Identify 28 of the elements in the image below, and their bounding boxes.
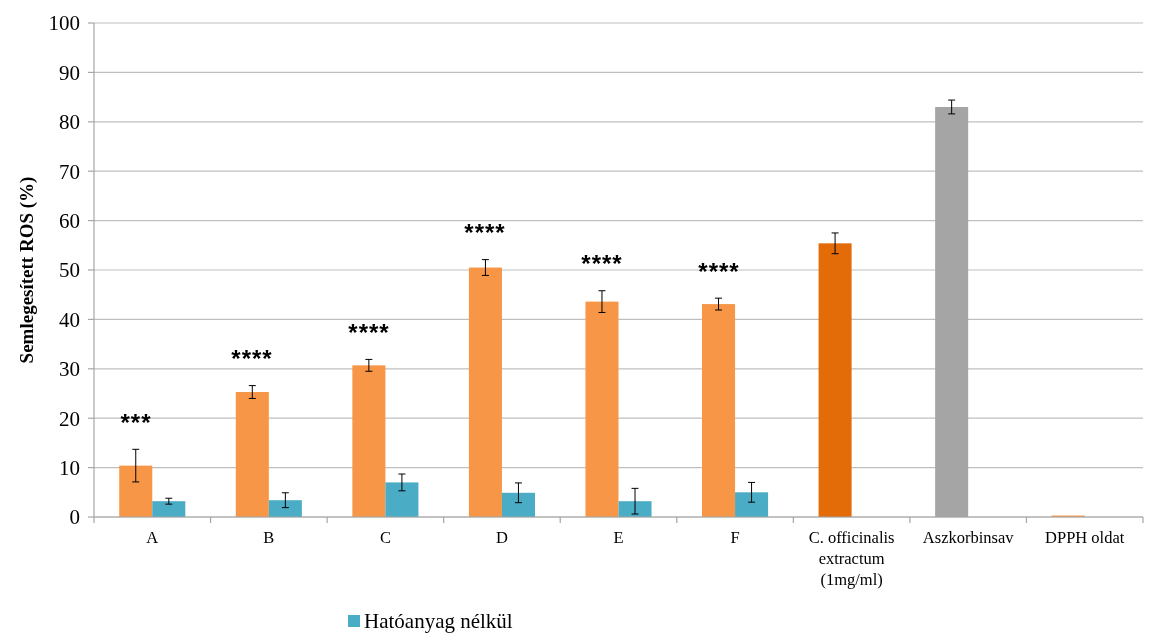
x-tick-label: A xyxy=(146,528,159,547)
x-tick-label: DPPH oldat xyxy=(1045,528,1125,547)
y-tick-label: 60 xyxy=(59,208,80,233)
y-tick-label: 10 xyxy=(59,455,80,480)
annotation: **** xyxy=(581,250,623,277)
x-tick-label: E xyxy=(613,528,624,547)
x-tick-label: B xyxy=(263,528,275,547)
x-tick-label: C. officinalis extractum (1mg/ml) xyxy=(808,528,895,589)
x-tick-label: Aszkorbinsav xyxy=(922,528,1015,547)
y-tick-label: 40 xyxy=(59,307,80,332)
y-tick-label: 50 xyxy=(59,258,80,283)
y-tick-label: 80 xyxy=(59,110,80,135)
y-tick-label: 30 xyxy=(59,357,80,382)
y-tick-label: 100 xyxy=(48,11,80,36)
x-tick-label: F xyxy=(730,528,740,547)
annotation: *** xyxy=(120,409,152,436)
annotation: **** xyxy=(231,345,273,372)
legend-label: Hatóanyag nélkül xyxy=(364,609,513,634)
y-tick-label: 0 xyxy=(69,505,80,530)
y-tick-label: 70 xyxy=(59,159,80,184)
y-tick-label: 90 xyxy=(59,60,80,85)
y-axis-title: Semlegesített ROS (%) xyxy=(15,176,38,364)
annotation: **** xyxy=(348,319,390,346)
x-tick-label: D xyxy=(495,528,508,547)
annotation: **** xyxy=(698,258,740,285)
y-tick-label: 20 xyxy=(59,406,80,431)
x-tick-label: C xyxy=(379,528,391,547)
annotation: **** xyxy=(464,219,506,246)
